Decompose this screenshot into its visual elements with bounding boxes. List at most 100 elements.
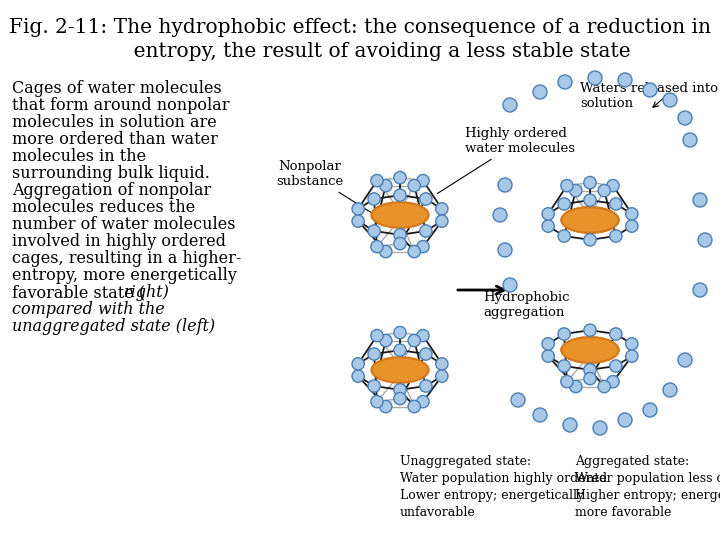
Circle shape bbox=[408, 400, 420, 413]
Circle shape bbox=[542, 350, 554, 362]
Circle shape bbox=[618, 413, 632, 427]
Circle shape bbox=[563, 418, 577, 432]
Circle shape bbox=[420, 348, 432, 360]
Text: Aggregation of nonpolar: Aggregation of nonpolar bbox=[12, 182, 211, 199]
Circle shape bbox=[503, 98, 517, 112]
Circle shape bbox=[558, 198, 570, 210]
Circle shape bbox=[368, 380, 380, 392]
Circle shape bbox=[368, 225, 380, 237]
Circle shape bbox=[558, 328, 570, 340]
Circle shape bbox=[607, 375, 619, 388]
Circle shape bbox=[610, 198, 622, 210]
Text: Fig. 2-11: The hydrophobic effect: the consequence of a reduction in: Fig. 2-11: The hydrophobic effect: the c… bbox=[9, 18, 711, 37]
Circle shape bbox=[352, 370, 364, 382]
Circle shape bbox=[618, 73, 632, 87]
Text: Unaggregated state:
Water population highly ordered
Lower entropy; energetically: Unaggregated state: Water population hig… bbox=[400, 455, 607, 519]
Circle shape bbox=[570, 380, 582, 393]
Text: Highly ordered
water molecules: Highly ordered water molecules bbox=[437, 127, 575, 193]
Circle shape bbox=[558, 230, 570, 242]
Text: molecules in the: molecules in the bbox=[12, 148, 146, 165]
Circle shape bbox=[663, 383, 677, 397]
Text: that form around nonpolar: that form around nonpolar bbox=[12, 97, 230, 114]
Circle shape bbox=[498, 243, 512, 257]
Circle shape bbox=[371, 395, 383, 408]
Text: cages, resulting in a higher-: cages, resulting in a higher- bbox=[12, 250, 241, 267]
Circle shape bbox=[511, 393, 525, 407]
Circle shape bbox=[436, 357, 448, 370]
Circle shape bbox=[626, 220, 638, 232]
Circle shape bbox=[693, 193, 707, 207]
Circle shape bbox=[436, 370, 448, 382]
Circle shape bbox=[368, 348, 380, 360]
Text: Waters released into bulk
solution: Waters released into bulk solution bbox=[580, 82, 720, 110]
Text: compared with the: compared with the bbox=[12, 301, 165, 318]
Circle shape bbox=[561, 179, 573, 192]
Circle shape bbox=[542, 208, 554, 220]
Circle shape bbox=[584, 363, 596, 376]
Circle shape bbox=[394, 344, 406, 356]
Circle shape bbox=[610, 328, 622, 340]
Circle shape bbox=[678, 111, 692, 125]
Circle shape bbox=[498, 178, 512, 192]
Circle shape bbox=[558, 360, 570, 372]
Circle shape bbox=[420, 380, 432, 392]
Circle shape bbox=[533, 85, 547, 99]
Circle shape bbox=[626, 338, 638, 350]
Circle shape bbox=[598, 184, 611, 197]
Circle shape bbox=[698, 233, 712, 247]
Text: involved in highly ordered: involved in highly ordered bbox=[12, 233, 226, 250]
Circle shape bbox=[610, 230, 622, 242]
Circle shape bbox=[626, 350, 638, 362]
Circle shape bbox=[408, 334, 420, 347]
Ellipse shape bbox=[562, 207, 618, 233]
Ellipse shape bbox=[372, 357, 428, 383]
Circle shape bbox=[436, 215, 448, 227]
Circle shape bbox=[408, 179, 420, 192]
Circle shape bbox=[417, 329, 429, 342]
Ellipse shape bbox=[372, 202, 428, 228]
Text: favorable state (: favorable state ( bbox=[12, 284, 145, 301]
Circle shape bbox=[643, 403, 657, 417]
Circle shape bbox=[533, 408, 547, 422]
Circle shape bbox=[570, 184, 582, 197]
Text: molecules in solution are: molecules in solution are bbox=[12, 114, 217, 131]
Circle shape bbox=[626, 208, 638, 220]
Circle shape bbox=[408, 245, 420, 258]
Text: number of water molecules: number of water molecules bbox=[12, 216, 235, 233]
Circle shape bbox=[584, 373, 596, 385]
Circle shape bbox=[420, 193, 432, 205]
Circle shape bbox=[394, 171, 406, 184]
Text: molecules reduces the: molecules reduces the bbox=[12, 199, 195, 216]
Circle shape bbox=[593, 421, 607, 435]
Ellipse shape bbox=[562, 338, 618, 363]
Text: surrounding bulk liquid.: surrounding bulk liquid. bbox=[12, 165, 210, 182]
Circle shape bbox=[584, 177, 596, 189]
Text: entropy, more energetically: entropy, more energetically bbox=[12, 267, 237, 284]
Circle shape bbox=[610, 360, 622, 372]
Text: Hydrophobic
aggregation: Hydrophobic aggregation bbox=[483, 291, 570, 319]
Circle shape bbox=[542, 220, 554, 232]
Circle shape bbox=[683, 133, 697, 147]
Circle shape bbox=[371, 329, 383, 342]
Circle shape bbox=[379, 179, 392, 192]
Circle shape bbox=[584, 234, 596, 246]
Circle shape bbox=[643, 83, 657, 97]
Ellipse shape bbox=[562, 207, 618, 233]
Circle shape bbox=[379, 245, 392, 258]
Circle shape bbox=[394, 327, 406, 339]
Circle shape bbox=[417, 240, 429, 253]
Circle shape bbox=[417, 174, 429, 187]
Circle shape bbox=[561, 375, 573, 388]
Circle shape bbox=[417, 395, 429, 408]
Text: Cages of water molecules: Cages of water molecules bbox=[12, 80, 222, 97]
Text: unaggregated state (left): unaggregated state (left) bbox=[12, 318, 215, 335]
Text: right): right) bbox=[124, 284, 170, 301]
Circle shape bbox=[352, 202, 364, 215]
Circle shape bbox=[420, 225, 432, 237]
Text: Aggregated state:
Water population less ordered
Higher entropy; energetically
mo: Aggregated state: Water population less … bbox=[575, 455, 720, 519]
Text: more ordered than water: more ordered than water bbox=[12, 131, 218, 148]
Ellipse shape bbox=[562, 338, 618, 363]
Circle shape bbox=[558, 75, 572, 89]
Circle shape bbox=[598, 380, 611, 393]
Text: Nonpolar
substance: Nonpolar substance bbox=[276, 160, 373, 213]
